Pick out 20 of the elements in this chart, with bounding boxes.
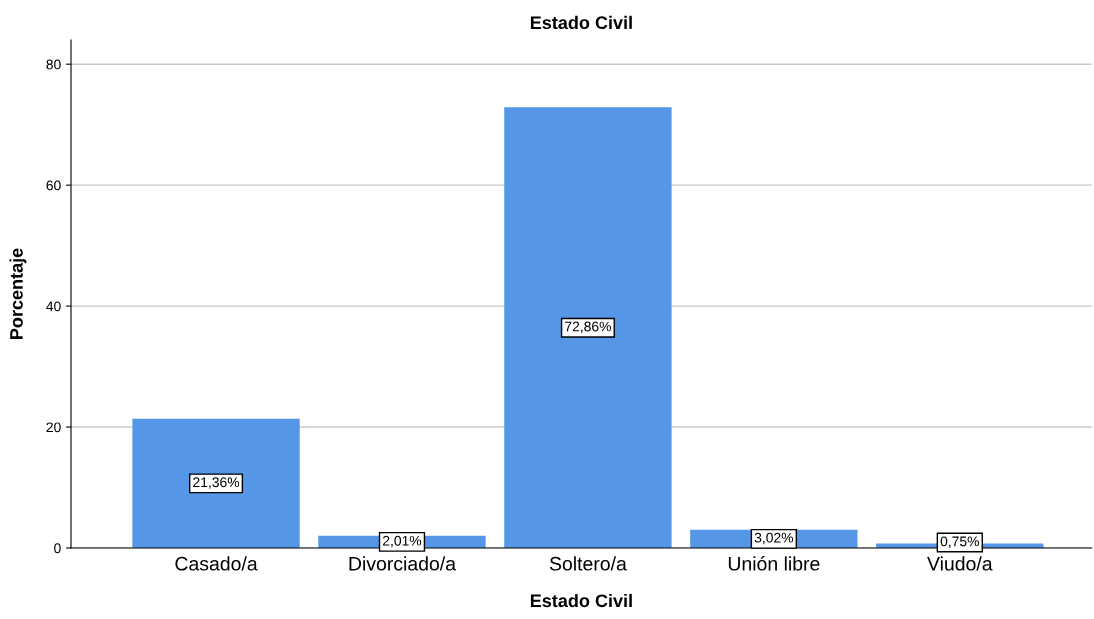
y-tick-label: 40: [46, 301, 61, 312]
x-tick-label: Viudo/a: [927, 556, 993, 571]
x-tick-label: Casado/a: [175, 556, 258, 571]
x-tick-label: Soltero/a: [549, 556, 627, 571]
bar: [504, 107, 672, 548]
data-label: 3,02%: [754, 532, 794, 545]
y-tick-label: 60: [46, 180, 61, 191]
data-label: 0,75%: [940, 536, 979, 548]
x-axis-title: Estado Civil: [530, 593, 632, 608]
y-tick-label: 80: [46, 59, 61, 70]
y-tick-label: 0: [54, 543, 61, 554]
x-tick-label: Divorciado/a: [349, 556, 457, 571]
chart-title: Estado Civil: [530, 15, 632, 30]
data-label: 72,86%: [565, 321, 611, 334]
data-label: 2,01%: [382, 535, 422, 548]
bar: [132, 418, 300, 548]
data-label: 21,36%: [193, 477, 240, 489]
y-tick-label: 20: [46, 422, 61, 433]
x-tick-label: Unión libre: [728, 556, 820, 571]
y-axis-title: Porcentaje: [9, 248, 27, 339]
